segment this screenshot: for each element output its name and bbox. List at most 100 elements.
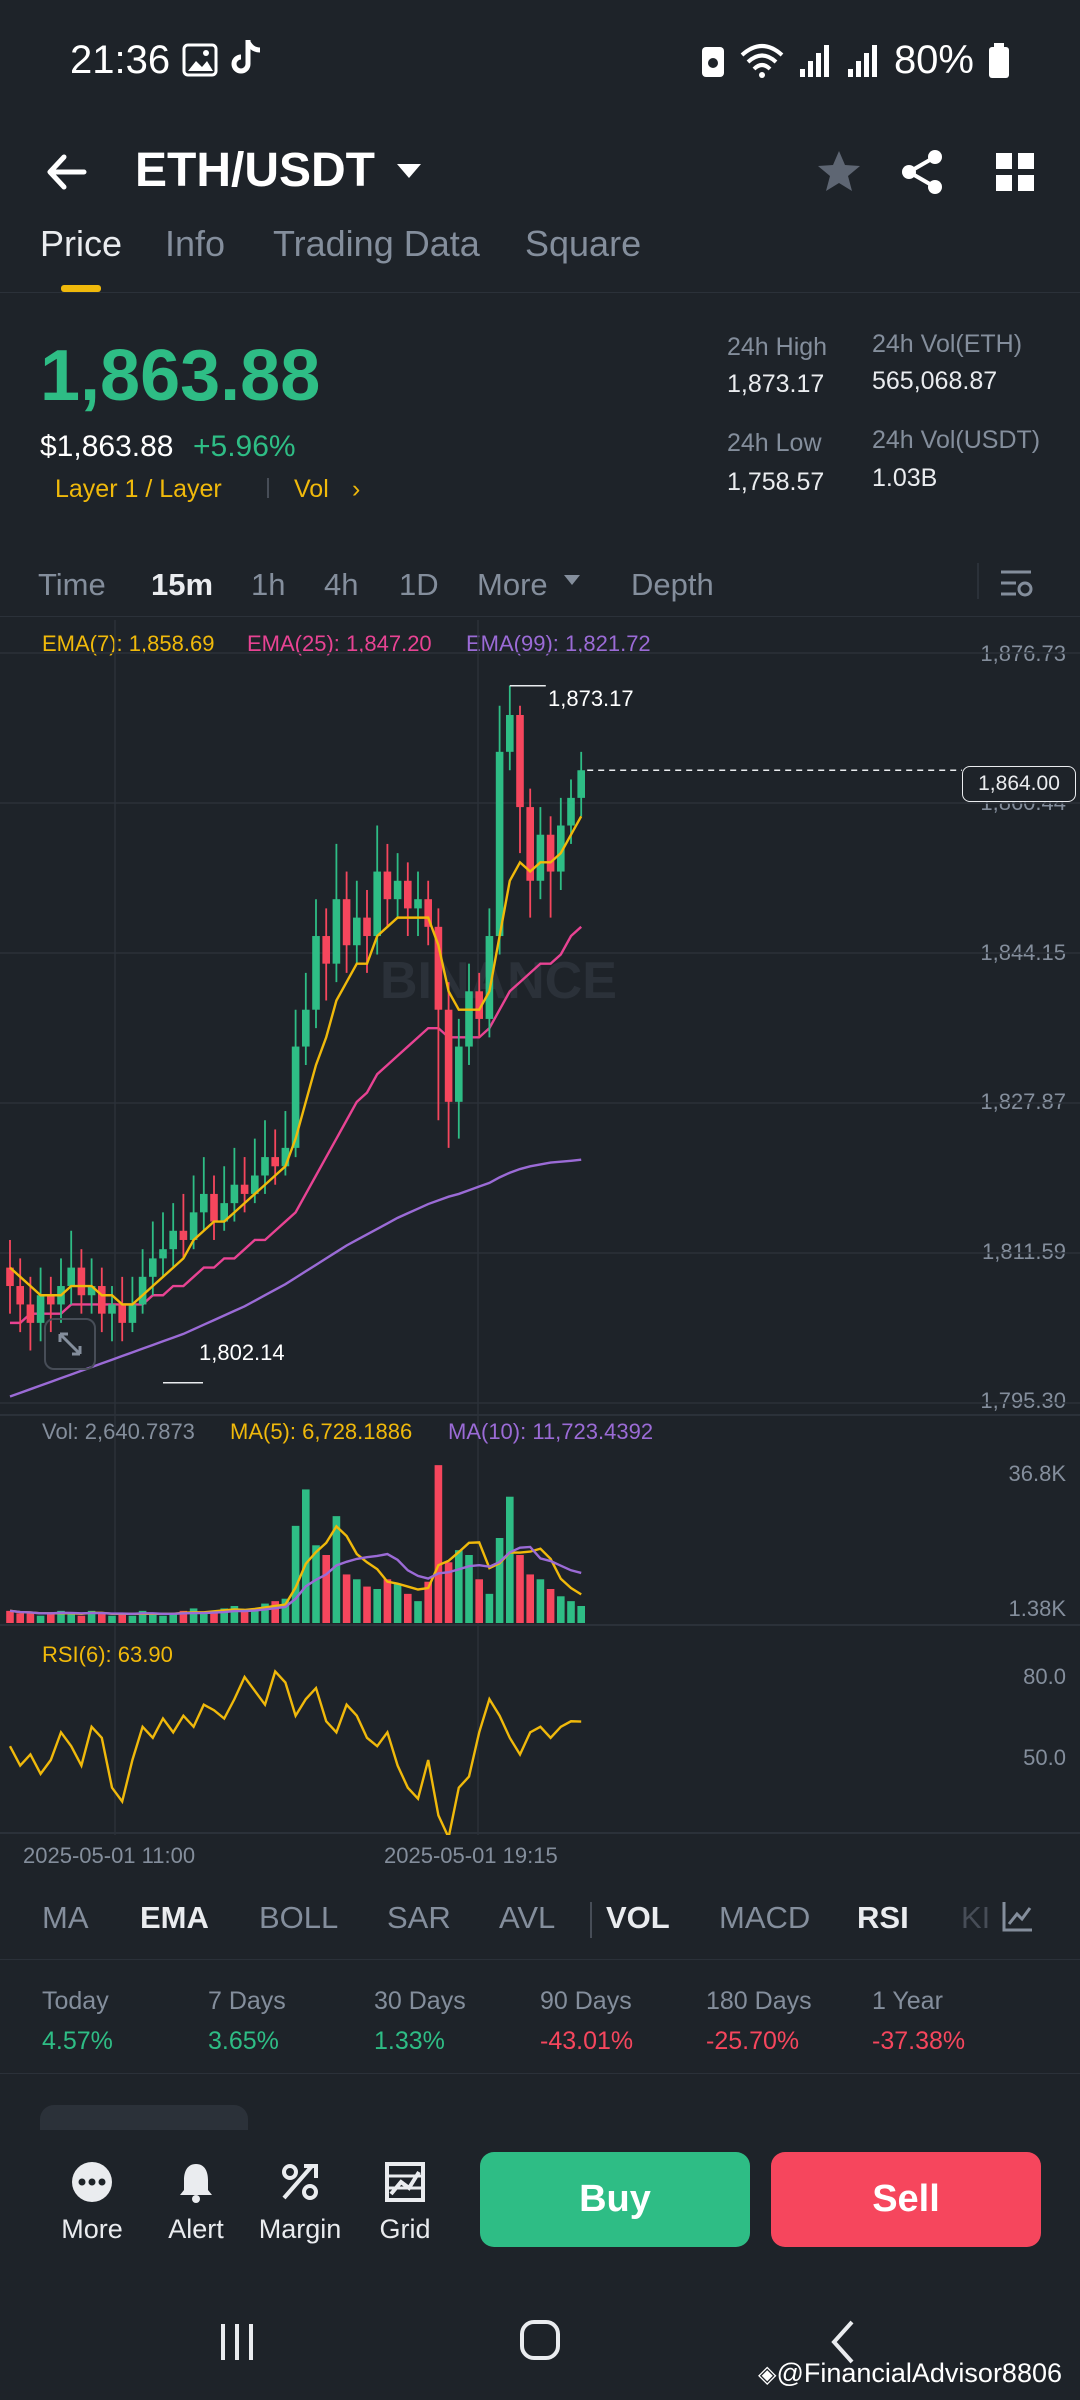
volume-bar (271, 1601, 279, 1623)
expand-icon[interactable] (44, 1318, 96, 1370)
share-icon[interactable] (895, 145, 949, 199)
candle-body (455, 1046, 463, 1102)
volume-bar (455, 1550, 463, 1623)
interval-time[interactable]: Time (38, 567, 106, 602)
volume-bar (230, 1606, 239, 1623)
volume-bar (485, 1593, 494, 1623)
price-chart[interactable]: BINANCE (0, 620, 1080, 1835)
interval-15m[interactable]: 15m (151, 567, 214, 602)
candle-body (281, 1147, 290, 1167)
volume-bar (424, 1581, 432, 1623)
candle-body (169, 1230, 177, 1250)
tab-price[interactable]: Price (40, 223, 123, 264)
candle-body (332, 899, 341, 964)
volume-bar (200, 1613, 208, 1623)
interval-4h[interactable]: 4h (324, 567, 359, 602)
low-marker: 1,802.14 (199, 1340, 285, 1365)
page-tabs: Price Info Trading Data Square (0, 215, 1080, 293)
grid-layout-icon[interactable] (988, 145, 1042, 199)
interval-1d[interactable]: 1D (399, 567, 439, 602)
volume-bar (57, 1610, 65, 1623)
favorite-star-icon[interactable] (812, 145, 866, 199)
margin-action[interactable]: Margin (250, 2160, 350, 2245)
pair-selector[interactable]: ETH/USDT (135, 143, 423, 198)
candle-body (200, 1193, 208, 1213)
interval-depth[interactable]: Depth (631, 567, 714, 602)
candle-body (424, 899, 432, 927)
candle-body (98, 1286, 106, 1314)
tab-trading-data[interactable]: Trading Data (273, 223, 480, 264)
battery-saver-icon (701, 46, 724, 77)
volume-bar (240, 1610, 249, 1623)
ema25-label: EMA(25): 1,847.20 (247, 631, 432, 656)
vol-tag[interactable]: Vol (294, 475, 329, 503)
tab-info[interactable]: Info (165, 223, 226, 264)
perf-label: 180 Days (706, 1987, 812, 2015)
volume-bar (322, 1555, 330, 1623)
tab-square[interactable]: Square (525, 223, 642, 264)
ind-tab-macd[interactable]: MACD (719, 1900, 811, 1935)
indicator-settings-icon[interactable] (1000, 1898, 1036, 1939)
volume-bar (6, 1610, 14, 1623)
candle-body (516, 714, 524, 808)
home-icon[interactable] (518, 2318, 562, 2367)
back-arrow-icon[interactable] (40, 145, 94, 199)
sell-button[interactable]: Sell (771, 2152, 1041, 2247)
ind-tab-kdj[interactable]: KI (961, 1900, 991, 1935)
vol-eth-label: 24h Vol(ETH) (872, 330, 1023, 358)
volume-bar (118, 1613, 126, 1623)
margin-label: Margin (258, 2214, 342, 2244)
interval-divider (977, 563, 979, 599)
volume-bar (475, 1579, 483, 1623)
ind-tab-vol[interactable]: VOL (606, 1900, 670, 1935)
volume-bar (404, 1593, 412, 1623)
category-tag[interactable]: Layer 1 / Layer (55, 475, 222, 503)
ind-tab-ma[interactable]: MA (42, 1900, 89, 1935)
ind-tab-ema[interactable]: EMA (140, 1900, 209, 1935)
chart-settings-icon[interactable] (998, 565, 1034, 606)
more-action[interactable]: More (42, 2160, 142, 2245)
perf-value: 4.57% (42, 2027, 113, 2055)
alert-label: Alert (168, 2214, 224, 2244)
vol-ma10-line (9, 1545, 582, 1615)
candle-body (526, 807, 534, 881)
bell-icon (180, 2164, 212, 2203)
candle-body (373, 871, 381, 937)
battery-percent: 80% (893, 38, 974, 82)
perf-value: -37.38% (872, 2027, 966, 2055)
ind-tab-sar[interactable]: SAR (387, 1900, 451, 1935)
volume-bar (495, 1538, 504, 1623)
time-axis-label: 2025-05-01 11:00 (23, 1843, 196, 1868)
ind-tab-rsi[interactable]: RSI (857, 1900, 909, 1935)
buy-button[interactable]: Buy (480, 2152, 750, 2247)
diamond-icon: ◈ (757, 2361, 777, 2388)
candle-body (383, 871, 392, 900)
high-value: 1,873.17 (727, 370, 825, 398)
grid-action[interactable]: Grid (355, 2160, 455, 2245)
candle-body (251, 1175, 259, 1194)
performance-row: Today 4.57% 7 Days 3.65% 30 Days 1.33% 9… (0, 1975, 1080, 2075)
volume-bar (342, 1574, 351, 1623)
recent-apps-icon[interactable] (215, 2320, 259, 2369)
vol-usdt-value: 1.03B (872, 464, 938, 492)
candle-body (475, 991, 483, 1019)
ind-tab-avl[interactable]: AVL (499, 1900, 556, 1935)
volume-bar (567, 1601, 575, 1623)
interval-1h[interactable]: 1h (251, 567, 286, 602)
volume-bar (393, 1584, 402, 1623)
candle-body (506, 714, 514, 752)
volume-bar (26, 1613, 35, 1623)
volume-bar (98, 1613, 106, 1623)
volume-bar (526, 1574, 534, 1623)
low-value: 1,758.57 (727, 468, 825, 496)
volume-bar (210, 1610, 218, 1623)
volume-bar (557, 1596, 565, 1623)
candle-body (189, 1212, 198, 1240)
alert-action[interactable]: Alert (146, 2160, 246, 2245)
candle-body (404, 880, 412, 909)
interval-more[interactable]: More (477, 567, 548, 602)
perf-label: 90 Days (540, 1987, 632, 2015)
ind-tab-boll[interactable]: BOLL (259, 1900, 339, 1935)
bottom-action-bar: More Alert Margin Grid Buy Sell (0, 2130, 1080, 2280)
system-back-icon[interactable] (822, 2318, 866, 2371)
